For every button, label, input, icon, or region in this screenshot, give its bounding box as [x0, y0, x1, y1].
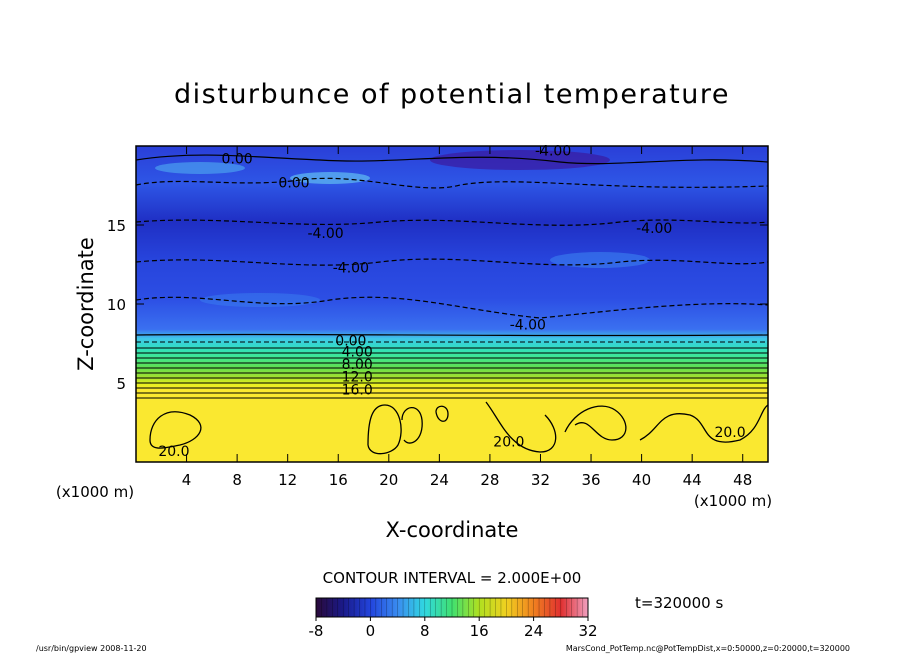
- x-unit-left: (x1000 m): [56, 483, 134, 501]
- x-tick-label: 20: [379, 471, 398, 489]
- contour-label: 20.0: [493, 434, 524, 450]
- contour-label: 12.0: [342, 370, 373, 386]
- x-tick-label: 4: [182, 471, 192, 489]
- x-tick-label: 32: [531, 471, 550, 489]
- contour-label: 20.0: [158, 444, 189, 460]
- y-tick-label: 10: [107, 296, 126, 314]
- x-tick-label: 12: [278, 471, 297, 489]
- contour-label: 0.00: [335, 333, 366, 349]
- x-tick-label: 16: [329, 471, 348, 489]
- x-tick-label: 48: [733, 471, 752, 489]
- colorbar-label: 16: [470, 622, 489, 640]
- x-tick-label: 28: [480, 471, 499, 489]
- contour-label: 20.0: [714, 425, 745, 441]
- contour-interval-text: CONTOUR INTERVAL = 2.000E+00: [323, 569, 582, 587]
- colorbar-label: -8: [309, 622, 324, 640]
- contour-label: 0.00: [278, 175, 309, 191]
- contour-label: 4.00: [342, 344, 373, 360]
- footer-left: /usr/bin/gpview 2008-11-20: [36, 644, 147, 653]
- x-tick-label: 24: [430, 471, 449, 489]
- colorbar-stripes: [321, 598, 583, 617]
- x-unit-right: (x1000 m): [694, 492, 772, 510]
- footer-right: MarsCond_PotTemp.nc@PotTempDist,x=0:5000…: [566, 644, 850, 653]
- x-tick-label: 36: [581, 471, 600, 489]
- contour-label: -4.00: [510, 318, 546, 334]
- colorbar-label: 32: [578, 622, 597, 640]
- contour-label: -4.00: [535, 144, 571, 160]
- heatmap-field: [136, 146, 768, 462]
- y-axis-ticks: 5 10 15: [107, 217, 768, 393]
- colorbar-label: 8: [420, 622, 430, 640]
- colorbar-labels: -8 0 8 16 24 32: [309, 617, 598, 640]
- contour-labels: 0.000.00-4.00-4.00 -4.00-4.00-4.000.004.0…: [158, 144, 745, 460]
- colorbar-label: 0: [366, 622, 376, 640]
- chart-title: disturbunce of potential temperature: [174, 79, 730, 110]
- y-axis-label: Z-coordinate: [74, 237, 98, 371]
- colorbar-label: 24: [524, 622, 543, 640]
- contour-label: 8.00: [342, 357, 373, 373]
- contour-label: -4.00: [333, 261, 369, 277]
- x-tick-label: 40: [632, 471, 651, 489]
- contour-label: 16.0: [342, 382, 373, 398]
- x-tick-label: 44: [683, 471, 702, 489]
- contour-label: 0.00: [222, 152, 253, 168]
- contour-label: -4.00: [307, 226, 343, 242]
- contour-label: -4.00: [636, 221, 672, 237]
- y-tick-label: 5: [116, 375, 126, 393]
- colorbar: [315, 597, 589, 618]
- time-text: t=320000 s: [635, 594, 723, 612]
- x-axis-ticks: 4 8 12 16 20 24 28 32 36 40 44 48: [182, 146, 752, 489]
- x-axis-label: X-coordinate: [386, 518, 519, 542]
- x-tick-label: 8: [232, 471, 242, 489]
- y-tick-label: 15: [107, 217, 126, 235]
